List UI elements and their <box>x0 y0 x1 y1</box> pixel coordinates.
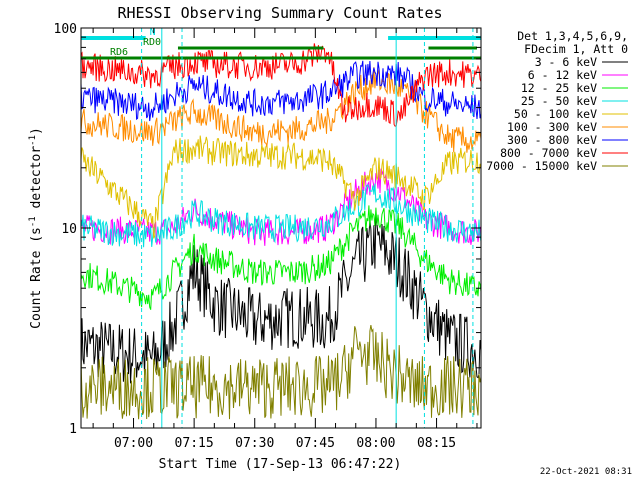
series-line-7 <box>80 43 482 127</box>
annotation-label-rd0: RD0 <box>143 37 161 48</box>
series-line-3 <box>80 183 482 248</box>
y-axis-label-main: Count Rate (s <box>29 227 44 329</box>
series-line-6 <box>80 60 482 122</box>
legend-label-6: 300 - 800 keV <box>507 133 597 147</box>
x-tick-label-0: 07:00 <box>114 436 153 451</box>
timestamp: 22-Oct-2021 08:31 <box>540 467 632 477</box>
y-tick-label-0: 1 <box>69 422 77 437</box>
legend-header-0: Det 1,3,4,5,6,9, <box>517 29 628 43</box>
series-line-4 <box>80 135 482 239</box>
x-tick-label-1: 07:15 <box>175 436 214 451</box>
legend-label-4: 50 - 100 keV <box>514 107 597 121</box>
x-tick-label-5: 08:15 <box>417 436 456 451</box>
y-axis: 1 10 100 <box>54 22 481 437</box>
x-axis: 07:00 07:15 07:30 07:45 08:00 08:15 <box>92 28 478 451</box>
series-line-0 <box>80 215 482 384</box>
series-line-2 <box>80 205 482 310</box>
y-axis-label: Count Rate (s-1 detector-1) <box>28 127 44 329</box>
legend-label-2: 12 - 25 keV <box>521 81 597 95</box>
legend-label-3: 25 - 50 keV <box>521 94 597 108</box>
legend-label-5: 100 - 300 keV <box>507 120 597 134</box>
y-axis-label-close: ) <box>29 127 44 135</box>
x-tick-label-2: 07:30 <box>235 436 274 451</box>
y-tick-label-2: 100 <box>54 22 77 37</box>
x-tick-label-3: 07:45 <box>296 436 335 451</box>
legend-label-0: 3 - 6 keV <box>535 55 597 69</box>
legend-label-7: 800 - 7000 keV <box>500 146 597 160</box>
annotation-label-n: N <box>150 27 156 38</box>
x-axis-label: Start Time (17-Sep-13 06:47:22) <box>159 457 402 472</box>
legend-header-1: FDecim 1, Att 0 <box>524 42 628 56</box>
annotation-label-rd6: RD6 <box>110 47 128 58</box>
legend: Det 1,3,4,5,6,9,FDecim 1, Att 03 - 6 keV… <box>486 29 628 173</box>
legend-label-1: 6 - 12 keV <box>528 68 597 82</box>
y-axis-label-tail: detector <box>29 146 44 217</box>
legend-label-8: 7000 - 15000 keV <box>486 159 597 173</box>
chart-title: RHESSI Observing Summary Count Rates <box>117 4 442 22</box>
series-line-8 <box>80 325 482 420</box>
y-axis-label-sup-2: -1 <box>28 135 38 146</box>
x-tick-label-4: 08:00 <box>356 436 395 451</box>
y-axis-label-sup: -1 <box>28 216 38 227</box>
y-tick-label-1: 10 <box>61 222 77 237</box>
